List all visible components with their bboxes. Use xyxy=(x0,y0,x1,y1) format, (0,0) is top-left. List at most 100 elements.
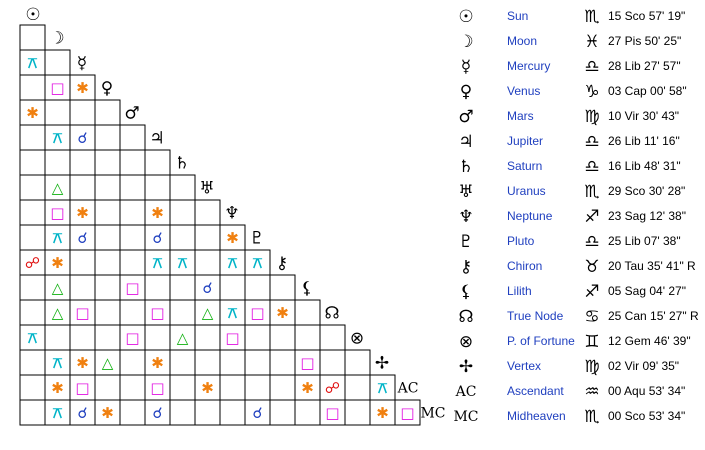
aspect-symbol: ✱ xyxy=(51,254,64,272)
aspect-symbol: ⚻ xyxy=(178,254,188,272)
aspect-symbol: ⚻ xyxy=(53,129,63,147)
aspect-symbol: ⚻ xyxy=(53,229,63,247)
grid-cell xyxy=(219,224,246,251)
body-glyph: MC xyxy=(420,406,445,422)
grid-cell xyxy=(94,99,121,126)
aspect-symbol: □ xyxy=(75,379,89,397)
grid-cell xyxy=(219,374,246,401)
grid-cell xyxy=(394,399,421,426)
body-name: P. of Fortune xyxy=(507,334,575,348)
position: 20 Tau 35' 41" R xyxy=(608,259,696,273)
grid-cell xyxy=(194,249,221,276)
grid-cell xyxy=(144,199,171,226)
grid-cell xyxy=(144,149,171,176)
sign-glyph: ♎ xyxy=(584,157,599,177)
grid-cell xyxy=(294,299,321,326)
grid-cell xyxy=(194,349,221,376)
body-glyph: ⚷ xyxy=(460,257,472,277)
position: 15 Sco 57' 19" xyxy=(608,9,685,23)
grid-cell xyxy=(44,49,71,76)
aspect-symbol: □ xyxy=(325,404,339,422)
grid-cell xyxy=(269,274,296,301)
body-glyph: ☿ xyxy=(461,57,471,77)
grid-cell xyxy=(19,24,46,51)
sign-glyph: ♓ xyxy=(584,32,599,52)
grid-cell xyxy=(44,274,71,301)
body-glyph: ♀ xyxy=(460,82,472,102)
grid-cell xyxy=(94,149,121,176)
grid-cell xyxy=(69,99,96,126)
aspect-symbol: ☌ xyxy=(77,229,87,247)
grid-cell xyxy=(19,224,46,251)
body-glyph: ☽ xyxy=(458,32,473,52)
aspect-symbol: ⚻ xyxy=(378,379,388,397)
body-glyph: ♀ xyxy=(101,79,113,99)
grid-cell xyxy=(219,249,246,276)
body-name: True Node xyxy=(507,309,564,323)
grid-cell xyxy=(19,274,46,301)
body-glyph: MC xyxy=(453,409,478,425)
grid-cell xyxy=(194,299,221,326)
grid-cell xyxy=(269,324,296,351)
aspect-symbol: □ xyxy=(125,329,139,347)
aspect-symbol: △ xyxy=(52,304,64,322)
aspect-symbol: △ xyxy=(102,354,114,372)
grid-cell xyxy=(44,199,71,226)
body-glyph: ♇ xyxy=(249,229,264,249)
position: 00 Aqu 53' 34" xyxy=(608,384,685,398)
aspect-symbol: ✱ xyxy=(51,379,64,397)
grid-cell xyxy=(19,149,46,176)
body-glyph: ♆ xyxy=(224,204,239,224)
grid-cell xyxy=(94,199,121,226)
grid-cell xyxy=(119,149,146,176)
position: 25 Lib 07' 38" xyxy=(608,234,681,248)
position: 02 Vir 09' 35" xyxy=(608,359,679,373)
grid-cell xyxy=(344,349,371,376)
grid-cell xyxy=(69,224,96,251)
aspect-symbol: ✱ xyxy=(151,204,164,222)
grid-cell xyxy=(69,324,96,351)
aspect-symbol: ✱ xyxy=(226,229,239,247)
grid-cell xyxy=(69,149,96,176)
grid-cell xyxy=(44,324,71,351)
body-name: Pluto xyxy=(507,234,535,248)
aspect-symbol: ⚻ xyxy=(28,329,38,347)
body-glyph: ♂ xyxy=(458,107,473,127)
aspect-symbol: ✱ xyxy=(301,379,314,397)
aspect-symbol: ✱ xyxy=(376,404,389,422)
grid-cell xyxy=(19,74,46,101)
grid-cell xyxy=(319,374,346,401)
body-name: Midheaven xyxy=(507,409,566,423)
aspect-symbol: ⚻ xyxy=(53,354,63,372)
body-glyph: ⚷ xyxy=(276,254,288,274)
sign-glyph: ♍ xyxy=(584,107,599,127)
position: 16 Lib 48' 31" xyxy=(608,159,681,173)
grid-cell xyxy=(94,349,121,376)
grid-cell xyxy=(19,124,46,151)
grid-cell xyxy=(69,249,96,276)
grid-cell xyxy=(119,124,146,151)
grid-cell xyxy=(319,349,346,376)
grid-cell xyxy=(19,349,46,376)
body-glyph: ♅ xyxy=(199,179,214,199)
grid-cell xyxy=(144,274,171,301)
grid-cell xyxy=(19,299,46,326)
grid-cell xyxy=(44,249,71,276)
aspect-symbol: □ xyxy=(150,304,164,322)
sign-glyph: ♎ xyxy=(584,132,599,152)
grid-cell xyxy=(169,399,196,426)
grid-cell xyxy=(144,324,171,351)
body-glyph: ♄ xyxy=(174,154,189,174)
position: 12 Gem 46' 39" xyxy=(608,334,691,348)
aspect-symbol: ✱ xyxy=(26,104,39,122)
body-glyph: ☊ xyxy=(458,307,473,327)
grid-cell xyxy=(69,124,96,151)
grid-cell xyxy=(169,199,196,226)
grid-cell xyxy=(94,299,121,326)
sign-glyph: ♊ xyxy=(584,332,599,352)
grid-cell xyxy=(219,349,246,376)
grid-cell xyxy=(294,324,321,351)
grid-cell xyxy=(169,374,196,401)
body-name: Saturn xyxy=(507,159,542,173)
